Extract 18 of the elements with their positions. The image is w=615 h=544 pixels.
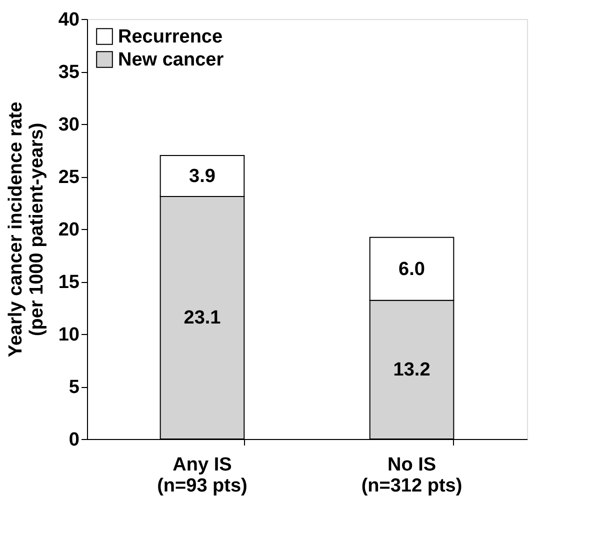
legend-label: Recurrence <box>118 26 223 48</box>
data-label: 13.2 <box>393 360 430 381</box>
y-tick-label: 15 <box>58 272 80 293</box>
y-tick-label: 5 <box>68 377 80 398</box>
y-tick-label: 35 <box>58 62 80 83</box>
y-tick-label: 30 <box>58 114 80 136</box>
x-tick-label: Any IS (n=93 pts) <box>157 454 248 496</box>
y-tick-label: 0 <box>68 430 80 450</box>
y-tick-label: 20 <box>58 220 80 240</box>
data-label: 6.0 <box>398 258 425 280</box>
data-label: 23.1 <box>184 308 222 329</box>
y-tick-label: 25 <box>58 167 80 188</box>
y-tick-label: 10 <box>58 324 80 346</box>
data-label: 3.9 <box>189 166 216 187</box>
x-tick-label: No IS (n=312 pts) <box>361 454 462 496</box>
y-axis-title: Yearly cancer incidence rate (per 1000 patient-years) <box>5 102 48 358</box>
legend-label: New cancer <box>118 50 224 70</box>
y-tick-label: 40 <box>58 10 80 30</box>
